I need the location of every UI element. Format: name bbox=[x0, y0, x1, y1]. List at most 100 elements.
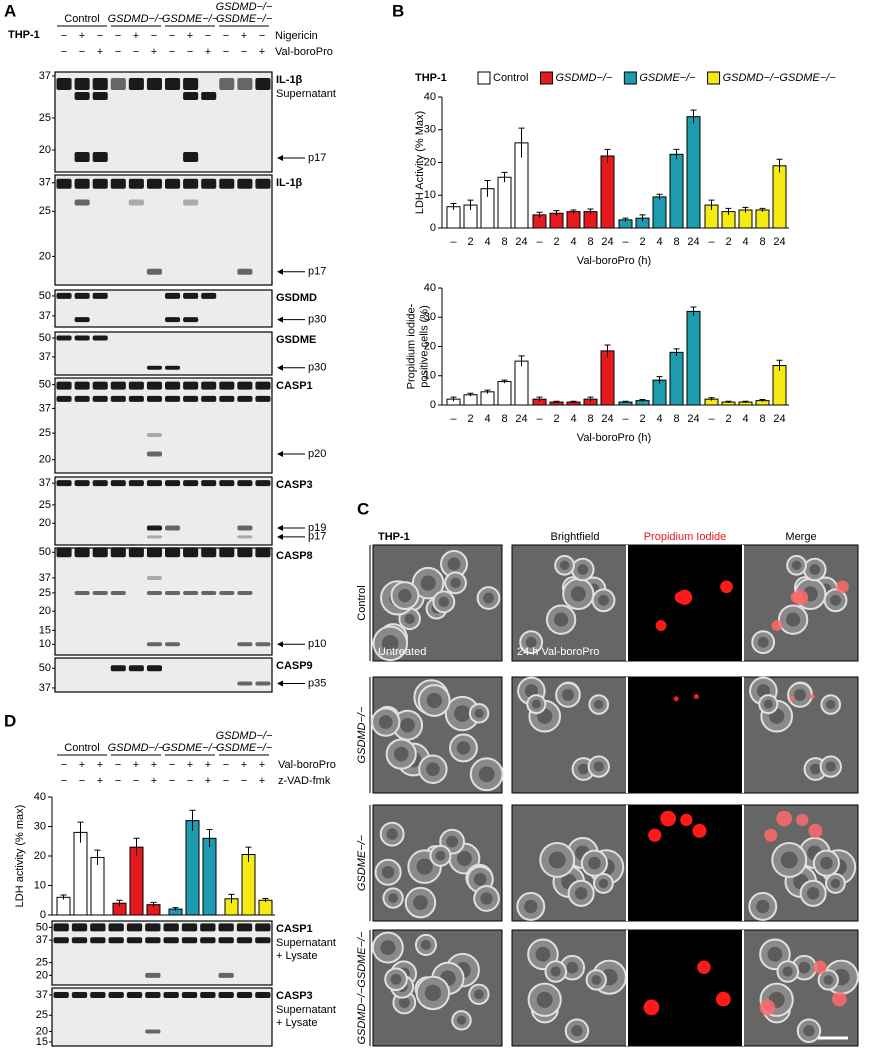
x-tick-label: 8 bbox=[501, 413, 507, 425]
treatment-sign: + bbox=[79, 30, 85, 42]
band bbox=[128, 78, 144, 90]
treatment-sign: + bbox=[133, 759, 139, 771]
band bbox=[218, 923, 234, 932]
cell-core bbox=[456, 851, 472, 866]
blot-sublabel: + Lysate bbox=[276, 1017, 317, 1029]
band bbox=[237, 268, 253, 275]
band bbox=[255, 78, 271, 90]
cell-core bbox=[536, 991, 553, 1008]
arrow-head bbox=[277, 451, 283, 457]
x-tick-label: 4 bbox=[484, 413, 490, 425]
band bbox=[92, 590, 108, 595]
x-tick-label: 8 bbox=[587, 413, 593, 425]
y-tick-label: 30 bbox=[424, 124, 436, 136]
band bbox=[201, 547, 217, 558]
cell-core bbox=[456, 741, 471, 755]
band bbox=[92, 335, 108, 341]
x-tick-label: 8 bbox=[587, 236, 593, 248]
cell-core bbox=[786, 612, 801, 627]
band bbox=[237, 480, 253, 487]
error-bar bbox=[467, 392, 474, 397]
arrow-label: p17 bbox=[308, 266, 326, 278]
band bbox=[146, 451, 162, 457]
marker-label: 20 bbox=[39, 454, 51, 466]
x-tick-label: 2 bbox=[639, 236, 645, 248]
group-label: GSDME−/− bbox=[162, 13, 219, 25]
bar bbox=[686, 310, 701, 406]
band bbox=[165, 365, 181, 370]
error-bar bbox=[501, 379, 508, 384]
arrow-label: p30 bbox=[308, 362, 326, 374]
cell-core bbox=[825, 761, 836, 772]
treatment-sign: − bbox=[79, 775, 85, 787]
band bbox=[74, 152, 90, 162]
error-bar bbox=[622, 217, 629, 222]
band bbox=[128, 395, 144, 402]
pi-signal bbox=[771, 620, 783, 631]
band bbox=[56, 178, 72, 189]
treatment-sign: − bbox=[223, 46, 229, 58]
cell-core bbox=[823, 975, 834, 985]
marker-label: 50 bbox=[36, 921, 48, 933]
error-bar bbox=[656, 376, 663, 384]
cell-core bbox=[574, 887, 588, 900]
pi-signal bbox=[660, 810, 676, 827]
cell-core bbox=[426, 692, 442, 709]
cell-core bbox=[757, 636, 769, 648]
bar bbox=[202, 837, 217, 916]
condition-label: 24 h Val-boroPro bbox=[517, 646, 599, 658]
cell-core bbox=[548, 851, 566, 869]
pi-signal bbox=[764, 828, 778, 842]
arrow-label: p10 bbox=[308, 638, 326, 650]
blot-label: CASP9 bbox=[276, 660, 313, 672]
band bbox=[145, 1029, 161, 1034]
treatment-sign: − bbox=[61, 759, 67, 771]
marker-label: 20 bbox=[36, 969, 48, 981]
band bbox=[74, 317, 90, 323]
band bbox=[201, 381, 217, 390]
error-bar bbox=[536, 211, 543, 218]
cell-core bbox=[474, 989, 484, 1000]
band bbox=[255, 381, 271, 390]
treatment-sign: − bbox=[115, 46, 121, 58]
cell-core bbox=[767, 946, 783, 962]
band bbox=[53, 991, 69, 998]
cell-core bbox=[474, 708, 484, 718]
band bbox=[165, 395, 181, 402]
bar bbox=[669, 351, 684, 406]
pi-signal bbox=[697, 960, 711, 975]
band bbox=[146, 535, 162, 539]
band bbox=[165, 525, 181, 531]
error-bar bbox=[639, 398, 646, 402]
band bbox=[110, 547, 126, 558]
x-tick-label: 2 bbox=[553, 236, 559, 248]
bar bbox=[652, 379, 667, 406]
x-tick-label: – bbox=[622, 413, 629, 425]
band bbox=[218, 937, 234, 944]
band bbox=[145, 972, 161, 978]
cell-core bbox=[524, 684, 539, 698]
pi-signal bbox=[809, 694, 815, 700]
cell-core bbox=[413, 895, 428, 910]
pi-image bbox=[628, 930, 742, 1046]
treatment-sign: − bbox=[223, 759, 229, 771]
x-tick-label: – bbox=[622, 236, 629, 248]
error-bar bbox=[742, 400, 749, 403]
band bbox=[163, 923, 179, 932]
arrow-label: p17 bbox=[308, 152, 326, 164]
error-bar bbox=[189, 809, 196, 831]
pi-signal bbox=[692, 823, 707, 838]
pi-signal bbox=[655, 620, 667, 631]
legend-swatch bbox=[707, 71, 721, 85]
band bbox=[255, 681, 271, 686]
band bbox=[165, 381, 181, 390]
band bbox=[145, 923, 161, 932]
marker-label: 37 bbox=[36, 989, 48, 1001]
group-label: Control bbox=[64, 13, 99, 25]
y-axis-label: Propidium iodide- bbox=[405, 303, 417, 389]
blot-label: GSDME bbox=[276, 334, 316, 346]
marker-label: 37 bbox=[39, 572, 51, 584]
band bbox=[146, 590, 162, 595]
band bbox=[74, 381, 90, 390]
blot-sublabel: Supernatant bbox=[276, 937, 336, 949]
